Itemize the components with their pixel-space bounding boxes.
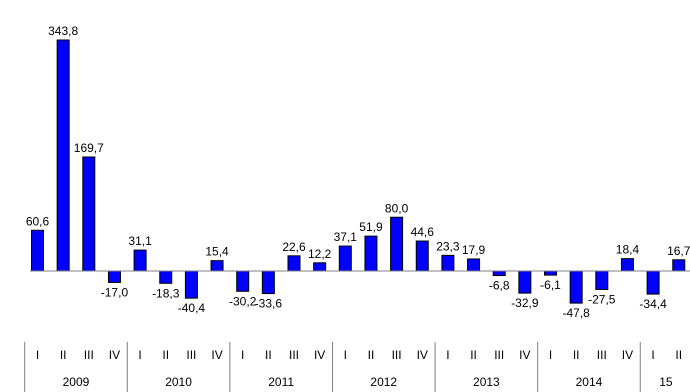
quarter-label-18: III [494,348,504,362]
bar-13 [364,235,378,272]
bar-18 [492,270,506,277]
quarter-label-22: III [597,348,607,362]
quarter-label-21: II [573,348,580,362]
quarter-label-11: IV [314,348,325,362]
bar-0 [31,229,44,272]
bar-25 [672,259,686,272]
bar-2 [82,156,96,272]
quarter-label-6: III [186,348,196,362]
bar-5 [159,270,173,284]
quarter-label-16: I [446,348,449,362]
bar-6 [184,270,198,299]
bar-3 [107,270,121,283]
bar-16 [441,254,455,272]
data-label-21: -47,8 [562,306,590,320]
quarter-label-10: III [289,348,299,362]
year-label-0: 2009 [63,375,90,389]
quarter-label-8: I [241,348,244,362]
year-label-2: 2011 [268,375,294,389]
data-label-9: -33,6 [255,297,283,311]
bar-8 [236,270,250,292]
bar-20 [544,270,557,276]
data-label-15: 44,6 [411,225,435,239]
bar-23 [620,258,634,272]
data-label-12: 37,1 [334,230,358,244]
quarter-label-20: I [549,348,552,362]
quarter-label-19: IV [519,348,530,362]
bar-12 [338,245,352,272]
quarter-label-15: IV [417,348,428,362]
quarter-label-4: I [138,348,141,362]
bar-19 [518,270,532,294]
data-label-1: 343,8 [48,24,78,38]
year-label-3: 2012 [370,375,397,389]
year-label-5: 2014 [576,375,603,389]
quarter-label-13: II [368,348,375,362]
quarter-label-25: II [675,348,682,362]
bar-14 [390,216,404,272]
bar-7 [210,260,224,272]
quarter-label-3: IV [109,348,120,362]
quarter-label-7: IV [211,348,222,362]
quarter-label-17: II [470,348,477,362]
bars-group [31,39,686,304]
bar-4 [133,249,147,272]
data-label-18: -6,8 [489,279,510,293]
data-label-22: -27,5 [588,292,616,306]
data-label-5: -18,3 [152,286,180,300]
bar-10 [287,255,301,272]
data-label-14: 80,0 [385,201,409,215]
data-label-13: 51,9 [359,220,383,234]
data-label-23: 18,4 [616,243,640,257]
quarter-label-9: II [265,348,272,362]
data-label-8: -30,2 [229,294,257,308]
quarter-label-24: I [651,348,654,362]
data-label-3: -17,0 [101,285,129,299]
data-label-6: -40,4 [178,301,206,315]
data-label-25: 16,7 [667,244,690,258]
data-label-19: -32,9 [511,296,539,310]
quarter-label-23: IV [622,348,633,362]
data-label-20: -6,1 [540,278,561,292]
bar-24 [646,270,660,295]
bar-17 [467,258,481,272]
data-labels-group: 60,6 343,8 169,7 -17,0 31,1 -18,3-40,4 15,4 -30… [26,24,690,320]
bar-1 [56,39,70,272]
quarter-label-0: I [36,348,39,362]
bar-15 [415,240,429,272]
bar-9 [261,270,275,295]
data-label-0: 60,6 [26,214,50,228]
quarter-label-2: III [84,348,94,362]
data-label-24: -34,4 [639,297,667,311]
data-label-17: 17,9 [462,243,486,257]
data-label-11: 12,2 [308,247,332,261]
bar-21 [569,270,583,304]
category-axis: I II III IV I II III IV I II III IV I II III IV I II III IV… [24,342,682,392]
quarter-label-5: II [162,348,169,362]
quarter-label-1: II [60,348,67,362]
bar-11 [313,262,327,272]
year-label-6: 15 [659,375,673,389]
data-label-10: 22,6 [282,240,306,254]
quarter-label-14: III [392,348,402,362]
data-label-4: 31,1 [128,234,152,248]
bar-22 [595,270,609,290]
year-label-1: 2010 [165,375,192,389]
data-label-7: 15,4 [205,245,229,259]
year-label-4: 2013 [473,375,500,389]
data-label-2: 169,7 [74,141,104,155]
quarter-label-12: I [344,348,347,362]
data-label-16: 23,3 [436,239,460,253]
